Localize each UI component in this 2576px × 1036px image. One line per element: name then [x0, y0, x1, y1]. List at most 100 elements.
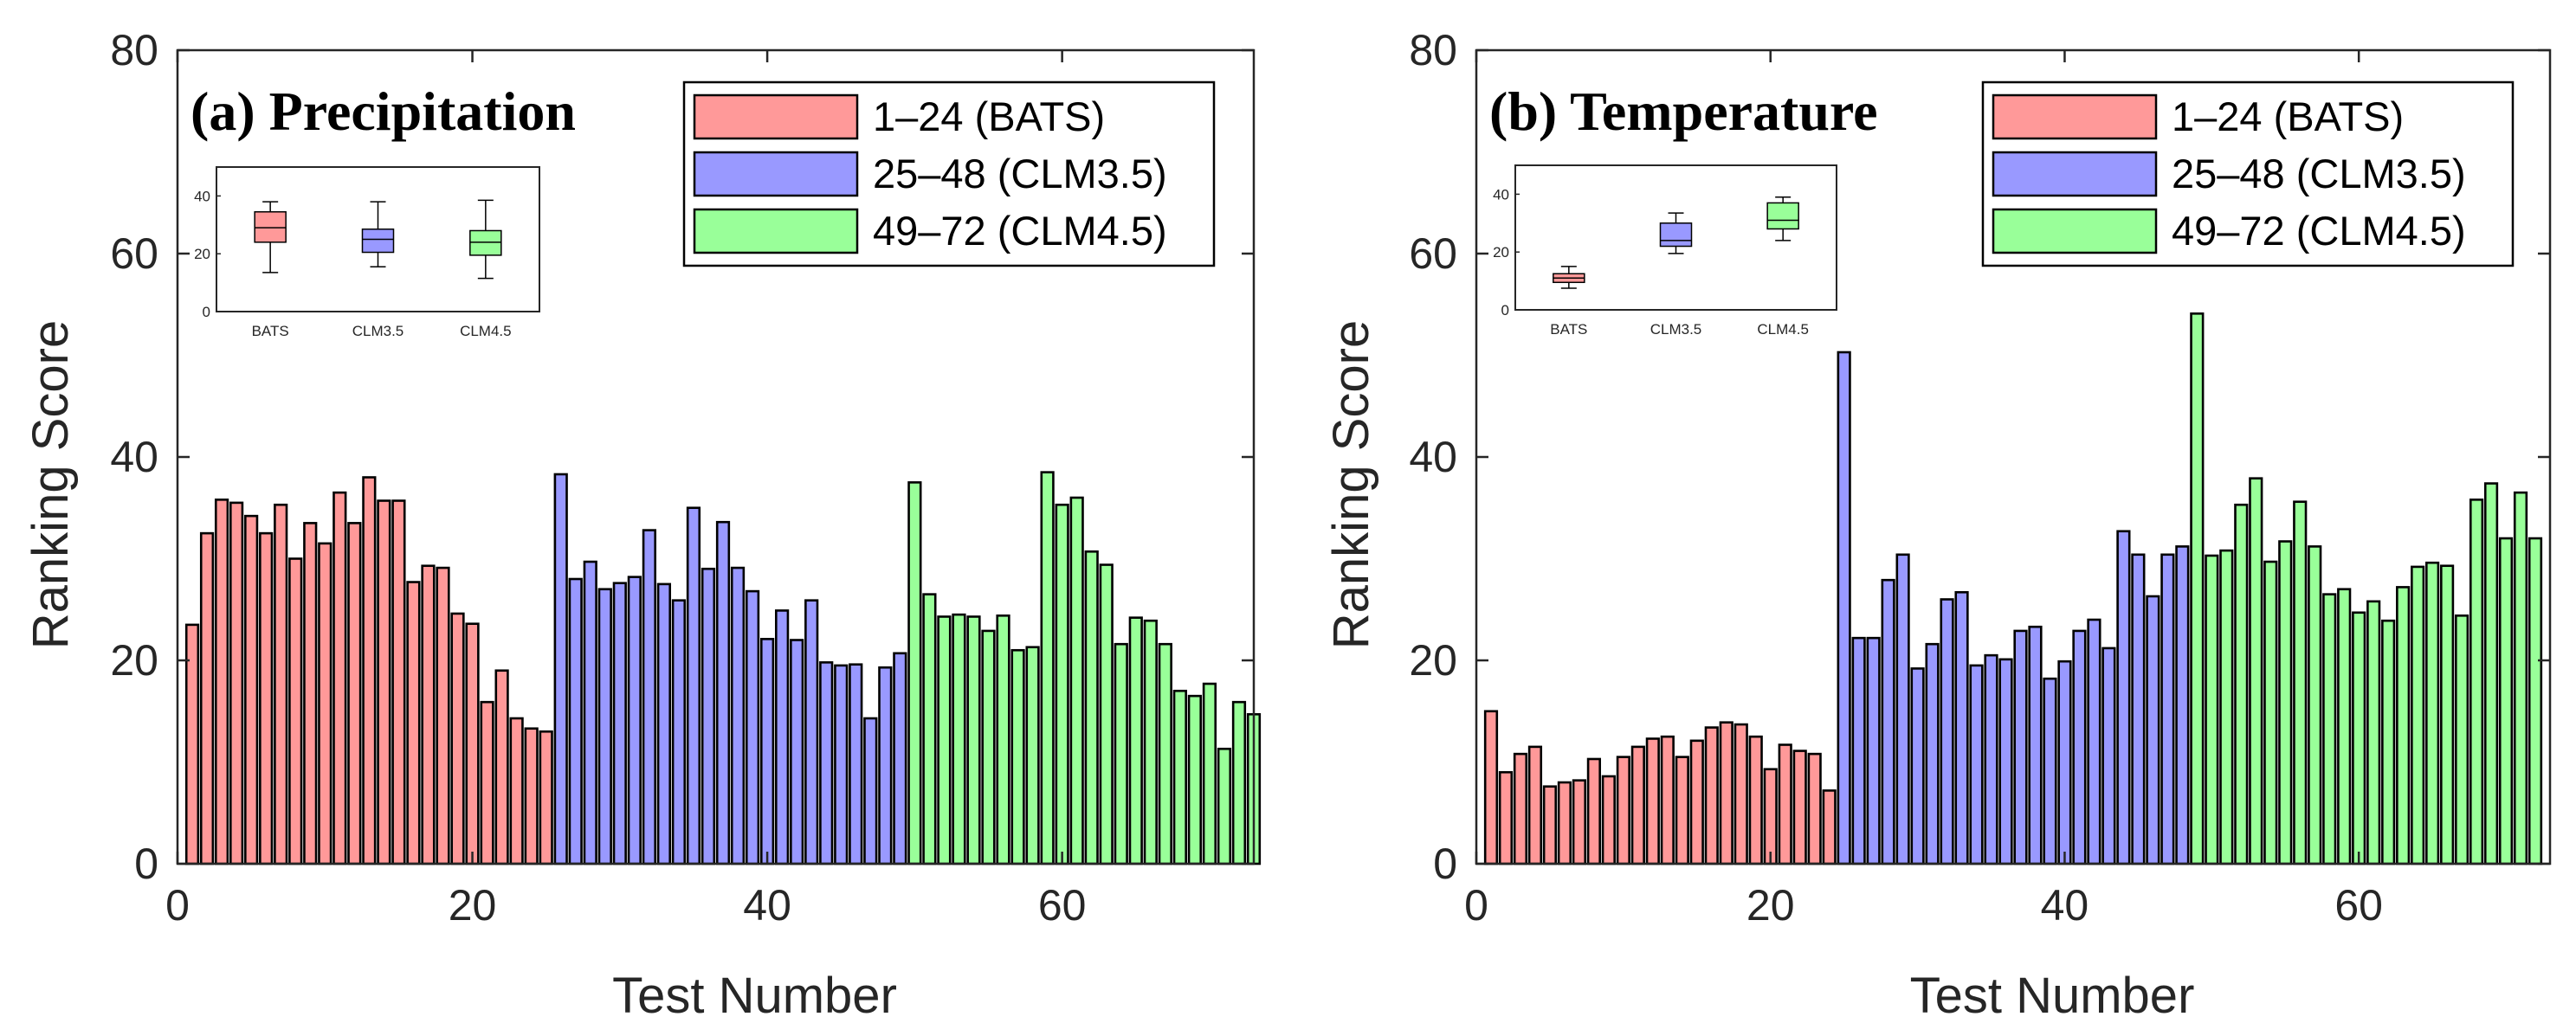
inset-box: CLM3.5 [1650, 212, 1701, 338]
bar [2057, 660, 2072, 865]
bar [759, 638, 775, 865]
inset-box: BATS [252, 201, 289, 339]
inset-box-body [254, 211, 287, 243]
bar [2396, 586, 2411, 865]
bar [2352, 611, 2366, 865]
y-tick-label: 0 [1433, 840, 1457, 888]
bar [1969, 664, 1984, 865]
bar [1630, 745, 1645, 865]
legend-entry-label: 25–48 (CLM3.5) [2172, 151, 2466, 196]
bar [2087, 618, 2101, 865]
bar [2013, 629, 2028, 865]
bar [2101, 647, 2116, 865]
bar [2483, 482, 2499, 865]
inset-y-tick-label: 0 [1501, 302, 1509, 319]
legend-swatch [1992, 208, 2158, 254]
inset-x-tick-label: BATS [252, 323, 289, 339]
inset-y-tick-label: 0 [203, 304, 210, 320]
inset-x-tick-label: BATS [1550, 321, 1587, 338]
bar [377, 499, 391, 865]
bar [1954, 590, 1969, 865]
y-axis-label: Ranking Score [23, 320, 79, 649]
bar [1881, 578, 1895, 865]
bar [2219, 549, 2234, 865]
inset-box-body [361, 228, 395, 254]
bar [1217, 747, 1232, 865]
bar [539, 730, 553, 865]
bar [1660, 735, 1675, 865]
panel-title: (a) Precipitation [190, 80, 576, 142]
legend: 1–24 (BATS) 25–48 (CLM3.5) 49–72 (CLM4.5) [1981, 80, 2515, 267]
bar [1895, 553, 1910, 865]
bar [2381, 619, 2396, 865]
bar [332, 491, 347, 865]
bar [2308, 545, 2322, 865]
bar [2278, 540, 2293, 865]
bar [274, 503, 288, 865]
x-tick-label: 20 [449, 881, 497, 930]
bar [1689, 739, 1704, 865]
bar [494, 669, 509, 865]
x-tick-label: 60 [1038, 881, 1087, 930]
bar [2454, 614, 2469, 865]
legend-entry-label: 1–24 (BATS) [873, 93, 1105, 139]
bar [981, 629, 996, 865]
bar [893, 652, 907, 865]
bar [642, 529, 656, 865]
bar [1084, 550, 1099, 865]
bar [244, 514, 259, 865]
bar [199, 531, 215, 865]
x-tick-label: 40 [743, 881, 791, 930]
bar [1851, 636, 1866, 865]
y-tick-label: 80 [1409, 26, 1457, 74]
y-tick-label: 20 [110, 636, 158, 685]
legend-swatch [1992, 151, 2158, 197]
bar [2175, 545, 2190, 865]
bar [1925, 642, 1940, 865]
x-tick-label: 60 [2334, 881, 2383, 930]
bar [303, 522, 318, 865]
legend-entry-label: 1–24 (BATS) [2172, 93, 2404, 139]
bar [2234, 503, 2249, 865]
bar [229, 501, 244, 865]
bar [1822, 789, 1837, 865]
bar [1187, 694, 1203, 865]
bar [745, 589, 760, 865]
bar [2498, 537, 2514, 865]
bar [2190, 312, 2205, 865]
bar [2160, 553, 2175, 865]
y-axis-label: Ranking Score [1323, 320, 1379, 649]
bar [2072, 629, 2087, 865]
y-tick-label: 60 [110, 229, 158, 278]
bar [524, 727, 539, 865]
bar [2440, 564, 2455, 865]
bar [1733, 723, 1748, 865]
inset-x-tick-label: CLM4.5 [1757, 321, 1809, 338]
bar [1557, 781, 1572, 865]
bar [214, 499, 229, 865]
bar [1998, 658, 2013, 865]
y-tick-label: 40 [1409, 433, 1457, 481]
legend-swatch [1992, 93, 2158, 140]
bar [907, 481, 922, 865]
bar [597, 588, 612, 865]
bar [1704, 726, 1719, 865]
bar [1778, 743, 1792, 865]
inset-x-tick-label: CLM3.5 [352, 323, 404, 339]
bar [700, 567, 716, 865]
bar [1114, 642, 1128, 865]
inset-boxplot: 0 20 40 BATS CLM3.5 CLM4.5 [194, 166, 540, 339]
inset-box-body [1659, 222, 1693, 248]
bar [1675, 756, 1689, 865]
bar [465, 622, 480, 865]
bar-series-2 [2190, 312, 2543, 865]
inset-x-tick-label: CLM4.5 [460, 323, 512, 339]
bar [775, 609, 790, 865]
bar [1498, 770, 1514, 865]
bar [715, 520, 731, 865]
x-tick-label: 0 [165, 881, 190, 930]
bar [922, 593, 937, 865]
x-tick-label: 40 [2041, 881, 2089, 930]
bar [1984, 653, 1998, 865]
bar [288, 557, 303, 865]
